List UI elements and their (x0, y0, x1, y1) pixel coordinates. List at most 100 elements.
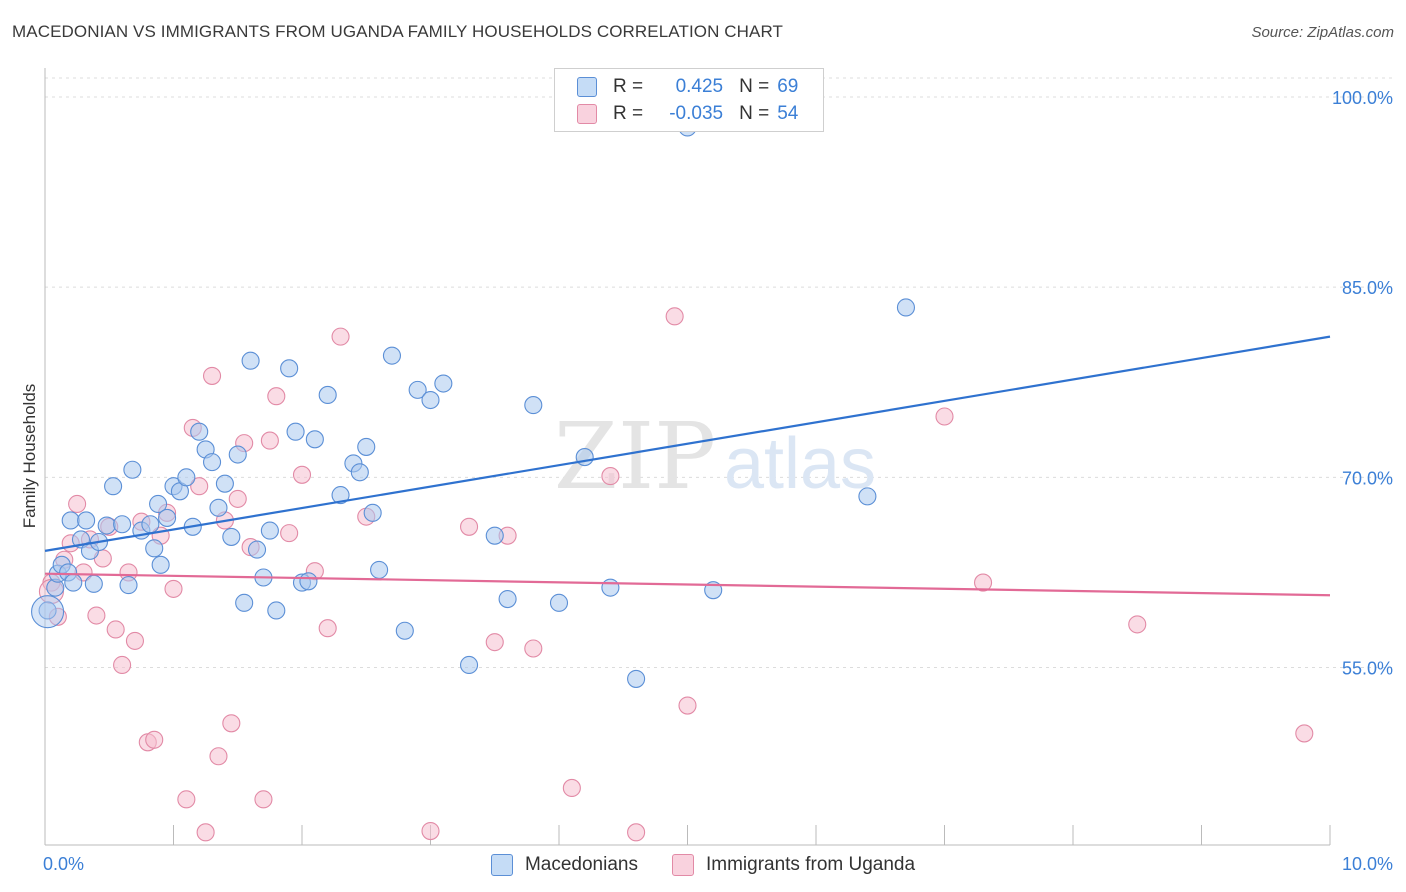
macedonian-point (84, 574, 103, 593)
macedonian-point (119, 576, 138, 595)
legend-n-value: 54 (777, 103, 799, 124)
legend-n-label: N = (739, 76, 770, 97)
uganda-point (209, 747, 228, 766)
macedonian-point (485, 526, 504, 545)
legend-swatch-blue (577, 77, 597, 97)
macedonian-point (145, 539, 164, 558)
y-tick-label: 55.0% (1342, 659, 1393, 679)
macedonian-point (267, 601, 286, 620)
legend-label-uganda: Immigrants from Uganda (705, 854, 916, 875)
uganda-point (125, 631, 144, 650)
macedonian-point (149, 494, 168, 514)
legend-swatch-pink (671, 854, 694, 876)
macedonian-point (524, 396, 543, 415)
uganda-point (87, 606, 106, 625)
uganda-point (562, 778, 581, 798)
macedonian-point (363, 503, 382, 522)
macedonian-point (498, 590, 517, 609)
macedonian-point (331, 486, 350, 505)
uganda-trend-line (44, 572, 1331, 597)
macedonian-point (241, 351, 260, 370)
macedonian-point (64, 573, 83, 592)
uganda-point (292, 465, 312, 484)
uganda-point (203, 366, 222, 385)
macedonian-point (299, 572, 318, 591)
uganda-point (68, 494, 87, 514)
macedonian-point (247, 540, 267, 559)
uganda-point (228, 489, 247, 508)
watermark-atlas: atlas (724, 424, 876, 504)
uganda-point (196, 823, 215, 842)
pink-series-points (38, 307, 1314, 842)
y-tick-label: 70.0% (1342, 468, 1393, 488)
x-tick-label-max: 10.0% (1342, 854, 1393, 874)
macedonian-point (158, 508, 177, 527)
uganda-point (267, 387, 286, 406)
macedonian-trend-line (44, 335, 1331, 552)
macedonian-point (896, 298, 916, 317)
legend-item-macedonians: Macedonians (490, 854, 638, 876)
uganda-point (601, 467, 620, 486)
macedonian-point (222, 527, 241, 546)
macedonian-point (575, 448, 594, 467)
macedonian-point (177, 468, 196, 487)
uganda-point (524, 639, 543, 658)
macedonian-point (61, 511, 80, 530)
macedonian-point (549, 593, 569, 612)
uganda-point (331, 327, 350, 346)
legend-item-uganda: Immigrants from Uganda (671, 854, 916, 876)
legend-r-label: R = (613, 76, 644, 97)
macedonian-point (228, 445, 247, 464)
chart-title: MACEDONIAN VS IMMIGRANTS FROM UGANDA FAM… (12, 22, 784, 41)
uganda-point (459, 517, 479, 536)
macedonian-point (627, 669, 646, 688)
watermark: ZIP atlas (554, 403, 876, 510)
macedonian-point (77, 511, 96, 530)
uganda-point (1128, 615, 1147, 634)
uganda-point (177, 790, 196, 809)
legend-swatch-blue (490, 854, 513, 876)
uganda-point (1295, 724, 1314, 743)
macedonian-point (382, 346, 402, 365)
blue-series-points (31, 118, 916, 688)
uganda-point (260, 431, 279, 450)
uganda-point (222, 714, 241, 733)
macedonian-point (141, 515, 160, 534)
legend-r-label: R = (613, 103, 644, 124)
legend-r-value: 0.425 (675, 76, 724, 97)
macedonian-point (858, 487, 877, 506)
macedonian-point (408, 380, 427, 399)
macedonian-point (370, 560, 389, 579)
uganda-point (145, 730, 164, 749)
legend-label-macedonians: Macedonians (524, 854, 638, 875)
uganda-point (485, 633, 504, 652)
uganda-point (106, 620, 125, 639)
macedonian-point (190, 422, 209, 441)
legend-n-label: N = (739, 103, 770, 124)
uganda-point (421, 822, 440, 841)
macedonian-point (260, 521, 279, 540)
legend-row-macedonians: R = 0.425 N = 69 (577, 75, 798, 99)
legend-r-value: -0.035 (669, 103, 724, 124)
uganda-point (254, 790, 273, 809)
macedonian-point (215, 474, 234, 493)
uganda-point (678, 696, 697, 715)
macedonian-point (97, 516, 116, 535)
uganda-point (113, 655, 132, 675)
y-tick-label: 85.0% (1342, 278, 1393, 298)
macedonian-point (305, 430, 324, 449)
macedonian-point (209, 498, 228, 517)
macedonian-point (286, 422, 305, 441)
grid-lines (45, 77, 1392, 669)
macedonian-point (235, 593, 254, 612)
uganda-point (164, 579, 183, 598)
macedonian-point (357, 437, 376, 456)
uganda-point (935, 407, 954, 426)
macedonian-point (123, 460, 142, 479)
macedonian-point (151, 555, 170, 574)
correlation-legend: R = 0.425 N = 69 R = -0.035 N = 54 (554, 68, 824, 132)
macedonian-cluster-point (31, 595, 65, 629)
macedonian-point (601, 578, 620, 597)
macedonian-point (421, 390, 440, 410)
